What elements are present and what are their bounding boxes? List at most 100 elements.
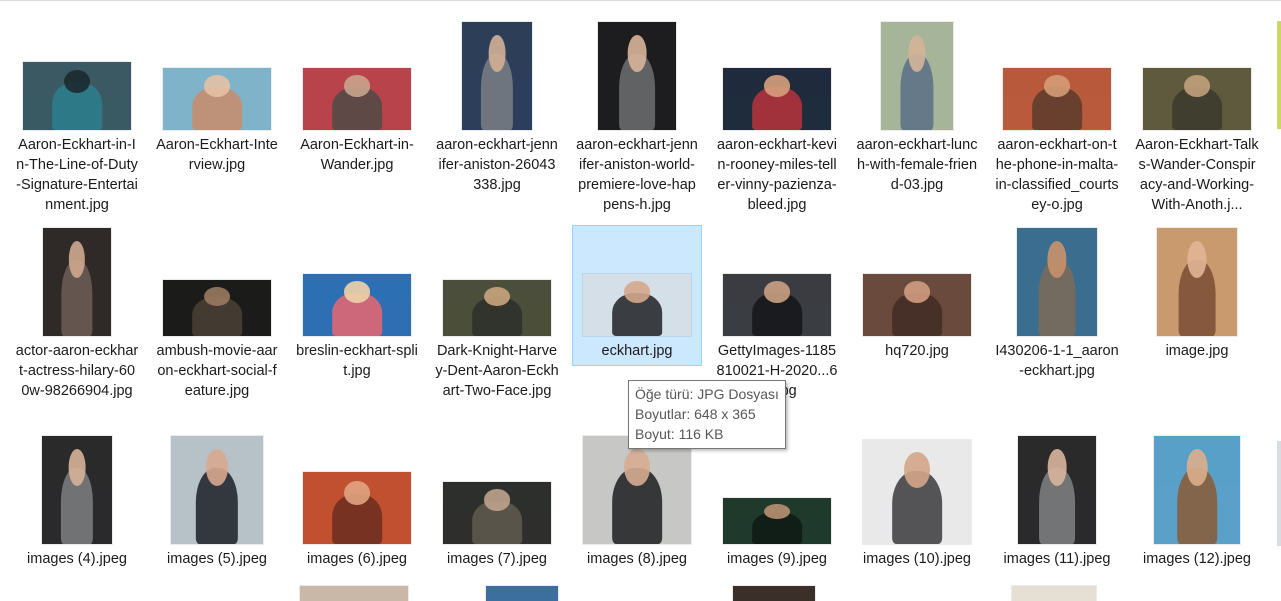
file-name-label: GettyImages-1185810021-H-2020...690.jpg — [716, 343, 838, 399]
file-item[interactable]: aaron-eckhart-kevin-rooney-miles-teller-… — [712, 19, 842, 220]
thumbnail-face — [627, 34, 647, 72]
image-thumbnail-icon — [303, 274, 411, 336]
thumbnail-frame — [433, 434, 561, 544]
file-item[interactable]: actor-aaron-eckhart-actress-hilary-600w-… — [12, 225, 142, 406]
thumbnail-frame — [993, 226, 1121, 336]
file-item[interactable]: aaron-eckhart-jennifer-aniston-world-pre… — [572, 19, 702, 220]
thumbnail-frame — [993, 434, 1121, 544]
thumbnail-frame — [853, 226, 981, 336]
thumbnail-face — [1187, 240, 1207, 278]
file-name-label: images (11).jpeg — [1003, 551, 1111, 567]
thumbnail-face — [904, 452, 930, 488]
thumbnail-frame — [1133, 226, 1261, 336]
tooltip-file-size: Boyut: 116 KB — [635, 426, 724, 442]
file-item[interactable]: images (10).jpeg — [852, 433, 982, 574]
image-thumbnail-icon — [583, 274, 691, 336]
thumbnail-frame — [293, 226, 421, 336]
file-name-label: Aaron-Eckhart-in-In-The-Line-of-Duty-Sig… — [16, 137, 138, 213]
file-item[interactable]: images (4).jpeg — [12, 433, 142, 574]
file-name-label: images (7).jpeg — [447, 551, 547, 567]
thumbnail-frame — [853, 20, 981, 130]
image-thumbnail-icon — [881, 22, 953, 130]
thumbnail-frame — [13, 226, 141, 336]
file-item[interactable]: image.jpg — [1132, 225, 1262, 366]
image-thumbnail-icon — [171, 436, 263, 544]
image-thumbnail-icon — [863, 274, 971, 336]
file-item[interactable]: hq720.jpg — [852, 225, 982, 366]
thumbnail-face — [624, 448, 650, 486]
thumbnail-frame — [153, 226, 281, 336]
file-item[interactable]: images (11).jpeg — [992, 433, 1122, 574]
file-item[interactable]: Aaron-Eckhart-in-Wander.jpg — [292, 19, 422, 180]
file-name-label: images (4).jpeg — [27, 551, 127, 567]
file-item[interactable]: images (5).jpeg — [152, 433, 282, 574]
file-name-label: image.jpg — [1165, 343, 1229, 359]
image-thumbnail-icon — [43, 228, 111, 336]
thumbnail-face — [204, 286, 230, 306]
image-thumbnail-icon — [303, 68, 411, 130]
thumbnail-frame — [13, 434, 141, 544]
file-item[interactable]: GettyImages-1185810021-H-2020...690.jpg — [712, 225, 842, 406]
image-thumbnail-icon — [42, 436, 112, 544]
thumbnail-face — [904, 281, 930, 303]
image-thumbnail-icon — [1003, 68, 1111, 130]
image-thumbnail-icon[interactable] — [300, 586, 408, 601]
file-item[interactable]: Aaron-Eckhart-in-In-The-Line-of-Duty-Sig… — [12, 19, 142, 220]
thumbnail-frame — [293, 434, 421, 544]
file-item[interactable]: images (12).jpeg — [1132, 433, 1262, 574]
next-column-thumbnail-edge[interactable] — [1277, 441, 1281, 546]
thumbnail-frame — [433, 20, 561, 130]
thumbnail-frame — [1133, 434, 1261, 544]
file-name-label: I430206-1-1_aaron-eckhart.jpg — [995, 343, 1119, 379]
image-thumbnail-icon — [1154, 436, 1240, 544]
thumbnail-face — [1044, 75, 1070, 97]
thumbnail-face — [1047, 448, 1067, 486]
file-item[interactable]: Dark-Knight-Harvey-Dent-Aaron-Eckhart-Tw… — [432, 225, 562, 406]
thumbnail-face — [764, 75, 790, 97]
file-item[interactable]: images (9).jpeg — [712, 433, 842, 574]
file-item[interactable]: aaron-eckhart-lunch-with-female-friend-0… — [852, 19, 982, 200]
thumbnail-face — [484, 286, 510, 306]
thumbnail-frame — [153, 20, 281, 130]
file-item[interactable]: Aaron-Eckhart-Interview.jpg — [152, 19, 282, 180]
file-item[interactable]: I430206-1-1_aaron-eckhart.jpg — [992, 225, 1122, 386]
thumbnail-face — [488, 34, 506, 72]
image-thumbnail-icon — [1018, 436, 1096, 544]
thumbnail-face — [204, 75, 230, 97]
file-item[interactable]: aaron-eckhart-jennifer-aniston-26043338.… — [432, 19, 562, 200]
file-item[interactable]: eckhart.jpg — [572, 225, 702, 366]
tooltip-dimensions: Boyutlar: 648 x 365 — [635, 406, 756, 422]
thumbnail-frame — [13, 20, 141, 130]
thumbnail-face — [344, 75, 370, 97]
thumbnail-frame — [853, 434, 981, 544]
image-thumbnail-icon[interactable] — [486, 586, 558, 601]
image-thumbnail-icon — [462, 22, 532, 130]
image-thumbnail-icon[interactable] — [733, 586, 815, 601]
file-item[interactable]: Aaron-Eckhart-Talks-Wander-Conspiracy-an… — [1132, 19, 1262, 220]
file-name-label: hq720.jpg — [885, 343, 949, 359]
thumbnail-face — [908, 34, 926, 72]
thumbnail-frame — [713, 226, 841, 336]
thumbnail-frame — [433, 226, 561, 336]
image-thumbnail-icon[interactable] — [1012, 586, 1096, 601]
file-item[interactable]: breslin-eckhart-split.jpg — [292, 225, 422, 386]
thumbnail-face — [484, 489, 510, 511]
thumbnail-face — [1047, 240, 1067, 278]
file-item[interactable]: images (6).jpeg — [292, 433, 422, 574]
next-column-thumbnail-edge[interactable] — [1277, 21, 1281, 129]
image-thumbnail-icon — [598, 22, 676, 130]
thumbnail-face — [764, 281, 790, 303]
thumbnail-face — [68, 448, 86, 486]
file-name-label: Dark-Knight-Harvey-Dent-Aaron-Eckhart-Tw… — [435, 343, 559, 399]
thumbnail-face — [764, 503, 790, 520]
thumbnail-frame — [293, 20, 421, 130]
file-item[interactable]: aaron-eckhart-on-the-phone-in-malta-in-c… — [992, 19, 1122, 220]
file-item[interactable]: images (7).jpeg — [432, 433, 562, 574]
file-name-label: actor-aaron-eckhart-actress-hilary-600w-… — [15, 343, 139, 399]
file-item[interactable]: images (8).jpeg — [572, 433, 702, 574]
file-item[interactable]: ambush-movie-aaron-eckhart-social-featur… — [152, 225, 282, 406]
file-name-label: eckhart.jpg — [601, 343, 673, 359]
file-name-label: images (5).jpeg — [167, 551, 267, 567]
image-thumbnail-icon — [163, 68, 271, 130]
